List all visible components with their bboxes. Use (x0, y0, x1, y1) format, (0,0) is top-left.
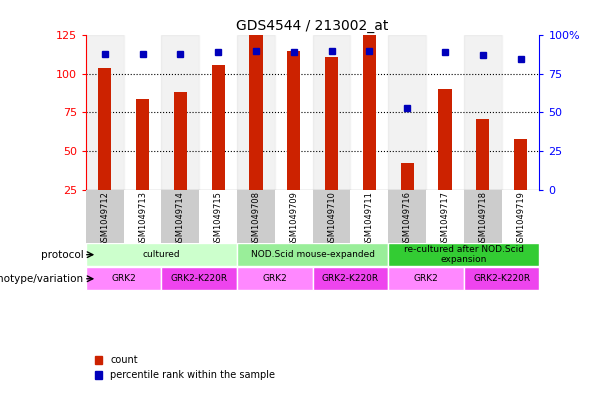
Bar (161, 189, 199, 242)
Bar (464, 189, 501, 242)
Text: GSM1049713: GSM1049713 (138, 191, 147, 247)
Bar (388, 35, 426, 189)
Text: GSM1049716: GSM1049716 (403, 191, 412, 247)
Bar (363, 35, 376, 189)
Bar (199, 189, 237, 242)
Bar (86, 189, 124, 242)
Text: GSM1049718: GSM1049718 (478, 191, 487, 247)
Text: protocol: protocol (41, 250, 84, 260)
Bar (438, 89, 452, 189)
Bar (351, 189, 388, 242)
Bar (199, 35, 237, 189)
Bar (325, 57, 338, 189)
Bar (249, 35, 262, 189)
Text: GSM1049717: GSM1049717 (440, 191, 449, 247)
Bar (464, 267, 539, 290)
Text: GSM1049710: GSM1049710 (327, 191, 336, 246)
Text: GRK2: GRK2 (262, 274, 287, 283)
Text: GRK2-K220R: GRK2-K220R (170, 274, 228, 283)
Bar (388, 189, 426, 242)
Bar (313, 189, 351, 242)
Bar (237, 35, 275, 189)
Bar (161, 267, 237, 290)
Text: GRK2: GRK2 (414, 274, 438, 283)
Bar (124, 35, 161, 189)
Bar (86, 35, 124, 189)
Text: GSM1049714: GSM1049714 (176, 191, 185, 246)
Bar (86, 243, 237, 266)
Bar (514, 139, 527, 189)
Bar (98, 68, 112, 189)
Text: cultured: cultured (143, 250, 180, 259)
Bar (400, 163, 414, 189)
Bar (275, 189, 313, 242)
Bar (124, 189, 161, 242)
Bar (237, 189, 275, 242)
Text: GSM1049708: GSM1049708 (251, 191, 261, 247)
Bar (173, 92, 187, 189)
Bar (287, 51, 300, 189)
Bar (426, 35, 464, 189)
Text: NOD.Scid mouse-expanded: NOD.Scid mouse-expanded (251, 250, 375, 259)
Legend: count, percentile rank within the sample: count, percentile rank within the sample (91, 352, 279, 384)
Bar (501, 35, 539, 189)
Bar (136, 99, 149, 189)
Bar (313, 267, 388, 290)
Bar (237, 267, 313, 290)
Bar (476, 119, 489, 189)
Bar (426, 189, 464, 242)
Bar (501, 189, 539, 242)
Bar (211, 65, 225, 189)
Bar (351, 35, 388, 189)
Bar (388, 267, 464, 290)
Bar (275, 35, 313, 189)
Text: GSM1049712: GSM1049712 (100, 191, 109, 246)
Bar (388, 243, 539, 266)
Text: GSM1049709: GSM1049709 (289, 191, 299, 246)
Text: GRK2: GRK2 (111, 274, 136, 283)
Text: GSM1049711: GSM1049711 (365, 191, 374, 246)
Text: GRK2-K220R: GRK2-K220R (473, 274, 530, 283)
Bar (313, 35, 351, 189)
Text: GSM1049719: GSM1049719 (516, 191, 525, 246)
Bar (161, 35, 199, 189)
Bar (237, 243, 388, 266)
Text: GSM1049715: GSM1049715 (213, 191, 223, 246)
Title: GDS4544 / 213002_at: GDS4544 / 213002_at (237, 19, 389, 33)
Text: GRK2-K220R: GRK2-K220R (322, 274, 379, 283)
Bar (86, 267, 161, 290)
Text: re-cultured after NOD.Scid
expansion: re-cultured after NOD.Scid expansion (404, 245, 524, 264)
Text: genotype/variation: genotype/variation (0, 274, 84, 284)
Bar (464, 35, 501, 189)
